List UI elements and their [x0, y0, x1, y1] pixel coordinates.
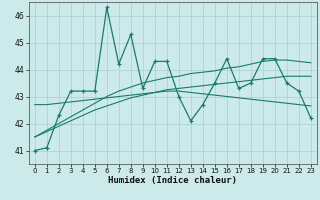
X-axis label: Humidex (Indice chaleur): Humidex (Indice chaleur) — [108, 176, 237, 185]
